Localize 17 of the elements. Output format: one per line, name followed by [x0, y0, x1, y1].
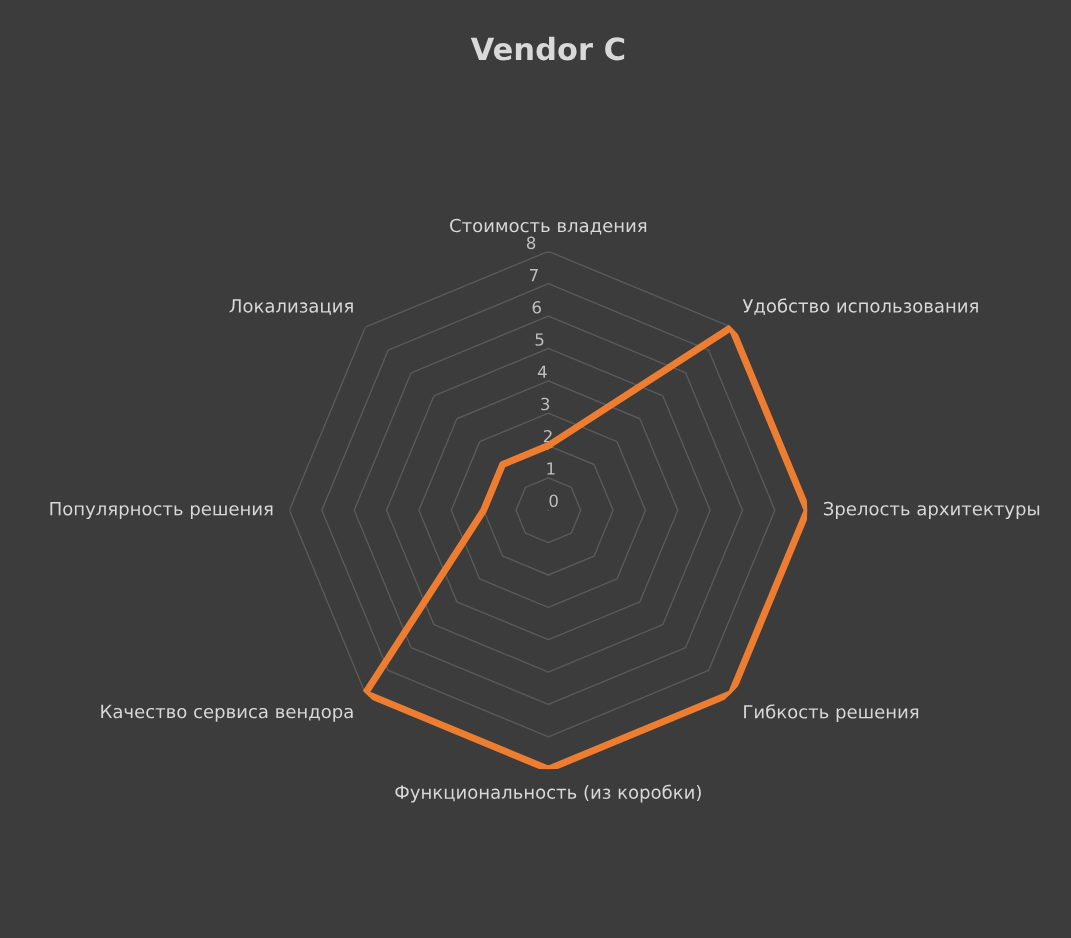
y-tick-label: 0: [549, 494, 558, 508]
y-tick-label: 4: [537, 365, 547, 378]
chart-title: Vendor C: [470, 36, 625, 61]
spoke-label: Удобство использования: [742, 298, 978, 315]
spoke-label: Стоимость владения: [450, 218, 647, 235]
spoke-label: Качество сервиса вендора: [101, 704, 353, 722]
y-tick-label: 1: [547, 462, 555, 475]
spoke-label: Локализация: [229, 299, 353, 315]
y-tick-label: 6: [532, 301, 541, 314]
y-tick-label: 5: [535, 333, 544, 346]
y-tick-label: 3: [541, 397, 550, 411]
spoke-label: Популярность решения: [50, 502, 273, 520]
spoke-label: Зрелость архитектуры: [823, 501, 1040, 520]
y-tick-label: 7: [529, 268, 538, 282]
spoke-label: Гибкость решения: [744, 704, 919, 723]
spoke-label: Функциональность (из коробки): [395, 784, 701, 803]
y-tick-label: 8: [526, 236, 536, 250]
